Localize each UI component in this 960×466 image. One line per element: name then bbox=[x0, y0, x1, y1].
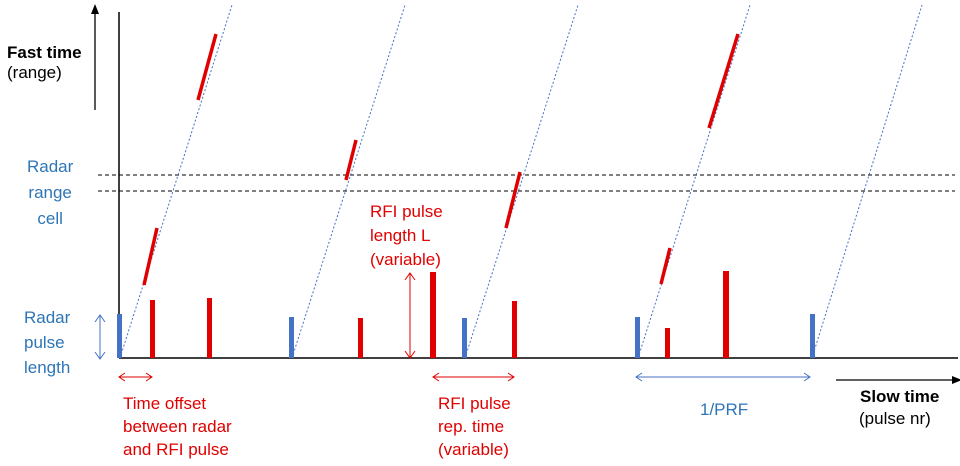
slow-time-subtitle: (pulse nr) bbox=[859, 409, 931, 428]
radar-pulse-length-label: Radar pulse length bbox=[24, 308, 71, 377]
radar-range-cell-label: Radar range cell bbox=[27, 157, 74, 228]
radar-pulse bbox=[117, 314, 122, 358]
rfi-echo-segment bbox=[707, 33, 740, 129]
radar-pulse bbox=[289, 317, 294, 358]
rfi-pulse bbox=[665, 328, 670, 358]
rfi-rep-time-arrowhead bbox=[432, 372, 440, 382]
rfi-pulse bbox=[512, 301, 517, 358]
range-trace-4 bbox=[637, 4, 751, 359]
slow-time-title: Slow time bbox=[860, 387, 940, 406]
range-trace-2 bbox=[291, 4, 406, 359]
range-trace-3 bbox=[464, 4, 579, 359]
prf-arrowhead bbox=[803, 372, 811, 382]
range-trace-5 bbox=[811, 4, 923, 359]
rfi-pulse-length-arrowhead bbox=[404, 272, 416, 281]
rfi-echo-segment bbox=[659, 247, 672, 285]
radar-pulse-length-arrowhead bbox=[94, 314, 106, 323]
radar-pulse bbox=[462, 318, 467, 358]
rfi-echo-segment bbox=[344, 139, 358, 181]
rfi-pulse-length-arrowhead bbox=[404, 350, 416, 359]
radar-pulse bbox=[810, 314, 815, 358]
rfi-rep-time-label: RFI pulse rep. time (variable) bbox=[438, 394, 511, 459]
rfi-pulse bbox=[723, 271, 729, 358]
rfi-echo-segment bbox=[142, 227, 159, 286]
rfi-pulse bbox=[430, 272, 436, 358]
range-trace-1 bbox=[119, 4, 233, 359]
rfi-rep-time-arrowhead bbox=[507, 372, 515, 382]
time-offset-arrowhead bbox=[118, 372, 126, 382]
rfi-pulse bbox=[207, 298, 212, 358]
prf-label: 1/PRF bbox=[700, 400, 749, 419]
time-offset-label: Time offset between radar and RFI pulse bbox=[123, 394, 232, 459]
rfi-pulse bbox=[358, 318, 363, 358]
rfi-echo-segment bbox=[196, 33, 218, 101]
fast-time-arrowhead bbox=[91, 4, 99, 14]
fast-time-subtitle: (range) bbox=[7, 63, 62, 82]
rfi-echo-segment bbox=[504, 171, 522, 229]
radar-pulse bbox=[635, 317, 640, 358]
fast-time-title: Fast time bbox=[7, 43, 82, 62]
prf-arrowhead bbox=[635, 372, 643, 382]
radar-pulse-length-arrowhead bbox=[94, 351, 106, 360]
rfi-pulse bbox=[150, 300, 155, 358]
slow-time-arrowhead bbox=[952, 376, 960, 384]
rfi-pulse-length-label: RFI pulse length L (variable) bbox=[370, 202, 443, 269]
time-offset-arrowhead bbox=[145, 372, 153, 382]
